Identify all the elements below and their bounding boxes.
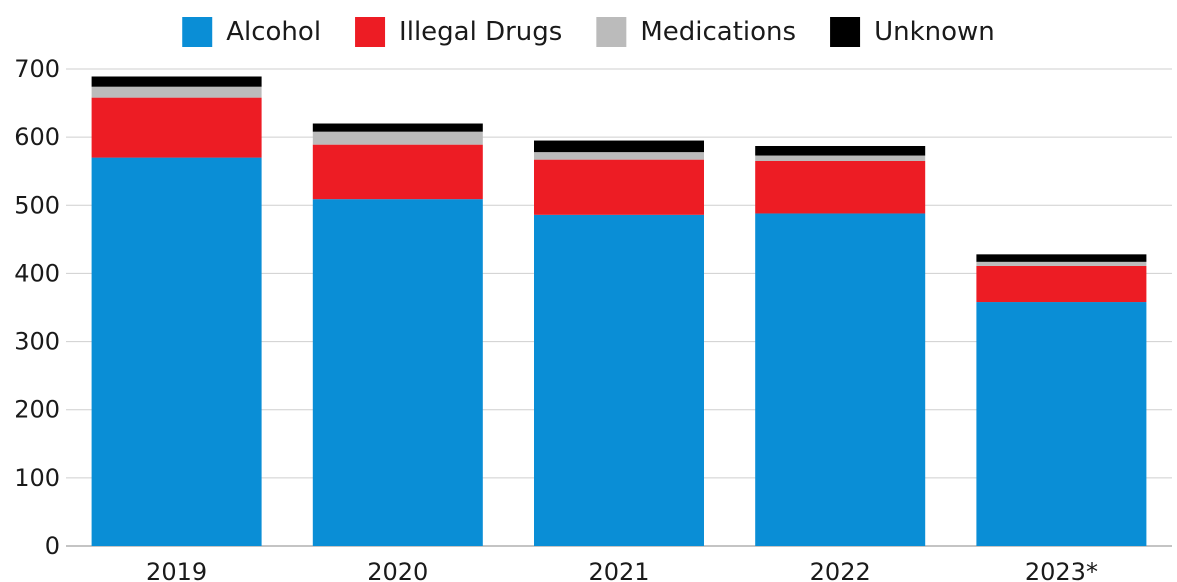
legend-swatch-alcohol <box>182 17 213 47</box>
legend-label: Unknown <box>874 17 995 47</box>
bar-segment-alcohol <box>976 302 1147 546</box>
bar-segment-alcohol <box>534 214 704 546</box>
bar-segment-unknown <box>755 146 926 156</box>
x-tick-label: 2019 <box>146 558 207 582</box>
bar-segment-illegal-drugs <box>312 144 483 200</box>
bars <box>91 76 1147 547</box>
y-tick-label: 400 <box>14 259 60 287</box>
bar-segment-medications <box>976 261 1147 266</box>
legend-swatch-medications <box>596 17 627 47</box>
y-tick-label: 200 <box>14 396 60 424</box>
bar-segment-medications <box>534 152 704 160</box>
bar-segment-medications <box>91 86 262 98</box>
y-axis: 0 100 200 300 400 500 600 700 <box>14 55 60 560</box>
bar-segment-unknown <box>91 76 262 87</box>
bar-segment-illegal-drugs <box>976 265 1147 303</box>
x-tick-label: 2023* <box>1025 558 1098 582</box>
y-tick-label: 300 <box>14 328 60 356</box>
bar-segment-alcohol <box>755 213 926 546</box>
y-tick-label: 0 <box>45 532 60 560</box>
bar-segment-alcohol <box>91 157 262 547</box>
legend-swatch-unknown <box>830 17 861 47</box>
bar-segment-illegal-drugs <box>91 97 262 158</box>
bar-segment-medications <box>312 131 483 145</box>
bar-segment-illegal-drugs <box>534 159 704 215</box>
bar-segment-medications <box>755 155 926 161</box>
bar-segment-illegal-drugs <box>755 160 926 214</box>
x-tick-label: 2021 <box>588 558 649 582</box>
legend-label: Medications <box>640 17 796 47</box>
legend-label: Alcohol <box>226 17 321 47</box>
y-tick-label: 100 <box>14 464 60 492</box>
x-tick-label: 2020 <box>367 558 428 582</box>
legend-swatch-illegal-drugs <box>355 17 386 47</box>
y-tick-label: 700 <box>14 55 60 83</box>
bar-segment-unknown <box>534 140 704 153</box>
bar-segment-unknown <box>312 123 483 132</box>
y-tick-label: 500 <box>14 191 60 219</box>
bar-segment-unknown <box>976 254 1147 262</box>
y-tick-label: 600 <box>14 123 60 151</box>
legend: Alcohol Illegal Drugs Medications Unknown <box>182 17 995 47</box>
x-axis: 2019 2020 2021 2022 2023* <box>146 558 1098 582</box>
legend-label: Illegal Drugs <box>399 17 562 47</box>
bar-segment-alcohol <box>312 199 483 546</box>
x-tick-label: 2022 <box>810 558 871 582</box>
